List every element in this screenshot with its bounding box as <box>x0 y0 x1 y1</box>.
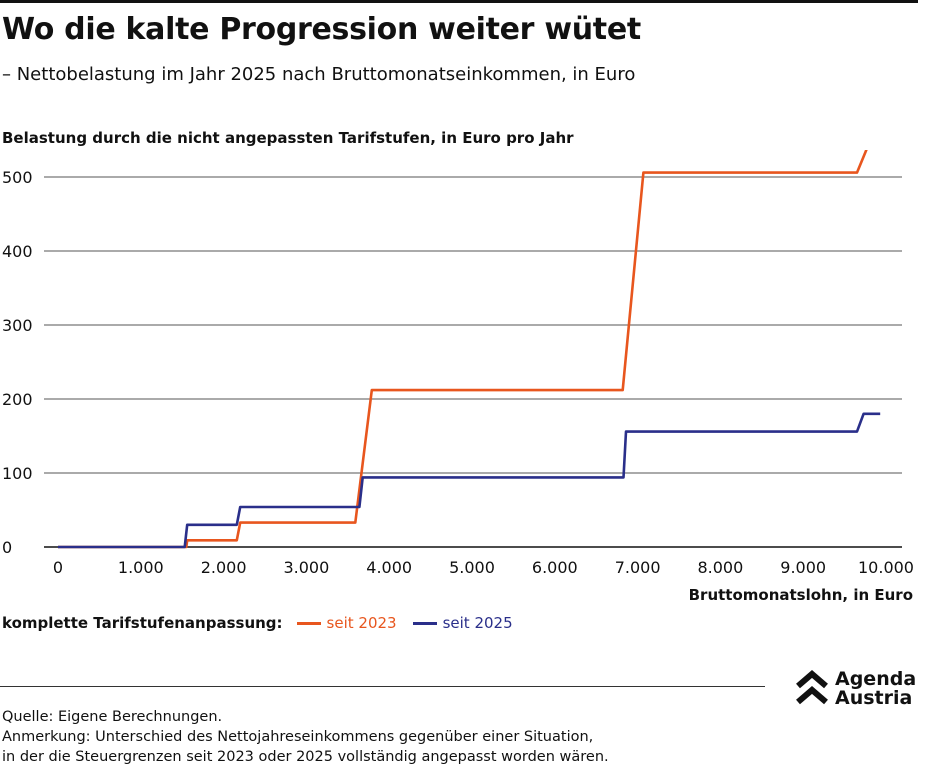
legend-label-seit-2023: seit 2023 <box>326 614 397 632</box>
x-tick-label: 2.000 <box>201 558 247 577</box>
legend-label-seit-2025: seit 2025 <box>442 614 513 632</box>
legend-item-seit-2023: seit 2023 <box>296 614 397 632</box>
chart-title: Wo die kalte Progression weiter wütet <box>2 12 641 47</box>
legend-item-seit-2025: seit 2025 <box>412 614 513 632</box>
series-line-seit-2023 <box>58 150 868 549</box>
logo-line-2: Austria <box>835 687 913 709</box>
chart-subtitle: – Nettobelastung im Jahr 2025 nach Brutt… <box>2 64 636 85</box>
x-tick-label: 7.000 <box>615 558 661 577</box>
x-axis-label: Bruttomonatslohn, in Euro <box>688 586 913 604</box>
x-tick-label: 4.000 <box>366 558 412 577</box>
series-line-seit-2025 <box>58 412 881 549</box>
y-tick-label: 200 <box>2 390 33 409</box>
source-note: Quelle: Eigene Berechnungen. <box>2 709 223 725</box>
x-tick-label: 10.000 <box>858 558 914 577</box>
x-tick-label: 1.000 <box>118 558 164 577</box>
x-tick-label: 0 <box>53 558 63 577</box>
y-tick-label: 0 <box>2 538 12 557</box>
top-rule <box>0 0 918 3</box>
logo-text: Agenda Austria <box>835 670 916 708</box>
x-tick-label: 9.000 <box>780 558 826 577</box>
y-axis-label: Belastung durch die nicht angepassten Ta… <box>2 129 574 147</box>
x-tick-label: 3.000 <box>283 558 329 577</box>
annotation-line-2: in der die Steuergrenzen seit 2023 oder … <box>2 749 609 765</box>
y-tick-label: 300 <box>2 316 33 335</box>
y-tick-label: 400 <box>2 242 33 261</box>
footer: Quelle: Eigene Berechnungen. Anmerkung: … <box>2 707 609 767</box>
x-tick-label: 8.000 <box>697 558 743 577</box>
footer-rule <box>0 686 765 687</box>
y-tick-label: 100 <box>2 464 33 483</box>
x-tick-label: 5.000 <box>449 558 495 577</box>
legend: komplette Tarifstufenanpassung: seit 202… <box>2 614 529 632</box>
x-tick-label: 6.000 <box>532 558 578 577</box>
line-chart: 0 100 200 300 400 500 0 1.000 2.000 3.000 4.000 5.0… <box>2 150 914 577</box>
legend-title: komplette Tarifstufenanpassung: <box>2 614 283 632</box>
double-chevron-up-icon <box>796 670 828 705</box>
legend-swatch-navy <box>412 621 437 625</box>
agenda-austria-logo: Agenda Austria <box>795 670 916 708</box>
legend-swatch-orange <box>296 621 321 625</box>
annotation-line-1: Anmerkung: Unterschied des Nettojahresei… <box>2 729 594 745</box>
y-tick-label: 500 <box>2 168 33 187</box>
logo-line-1: Agenda <box>835 668 917 690</box>
